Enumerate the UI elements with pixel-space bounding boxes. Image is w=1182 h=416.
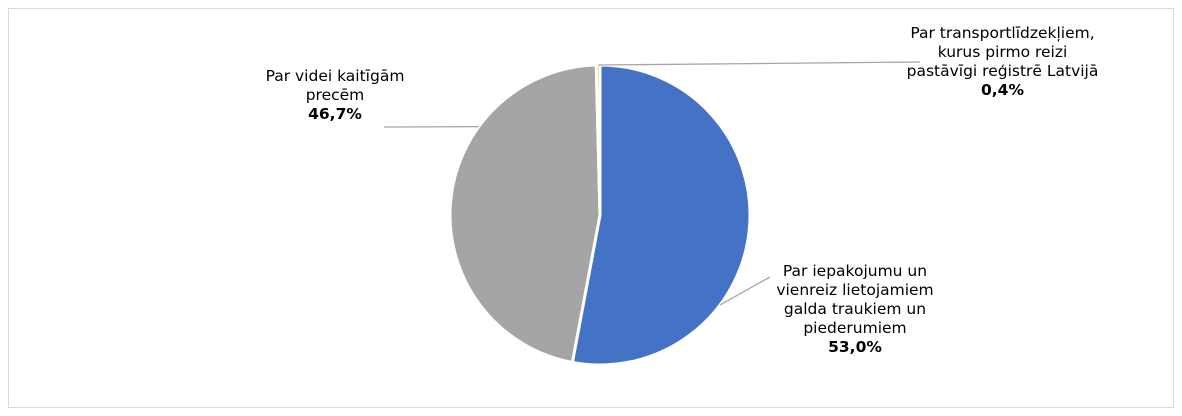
pie-slice-0 — [570, 63, 752, 367]
leader-iepakojumu — [719, 276, 771, 306]
label-iepakojumu-name: Par iepakojumu un vienreiz lietojamiem g… — [776, 262, 934, 337]
label-iepakojumu-value: 53,0% — [828, 338, 882, 356]
label-transport-value: 0,4% — [981, 81, 1024, 99]
chart-frame — [8, 8, 1174, 408]
label-iepakojumu: Par iepakojumu un vienreiz lietojamiem g… — [755, 262, 955, 357]
label-videi-name: Par videi kaitīgām precēm — [265, 67, 405, 104]
label-videi-value: 46,7% — [308, 105, 362, 123]
pie-slice-1 — [448, 63, 602, 365]
label-transport-name: Par transportlīdzekļiem, kurus pirmo rei… — [906, 24, 1099, 80]
leader-transport — [598, 61, 921, 66]
label-videi: Par videi kaitīgām precēm 46,7% — [240, 67, 430, 124]
label-transport: Par transportlīdzekļiem, kurus pirmo rei… — [905, 24, 1100, 100]
